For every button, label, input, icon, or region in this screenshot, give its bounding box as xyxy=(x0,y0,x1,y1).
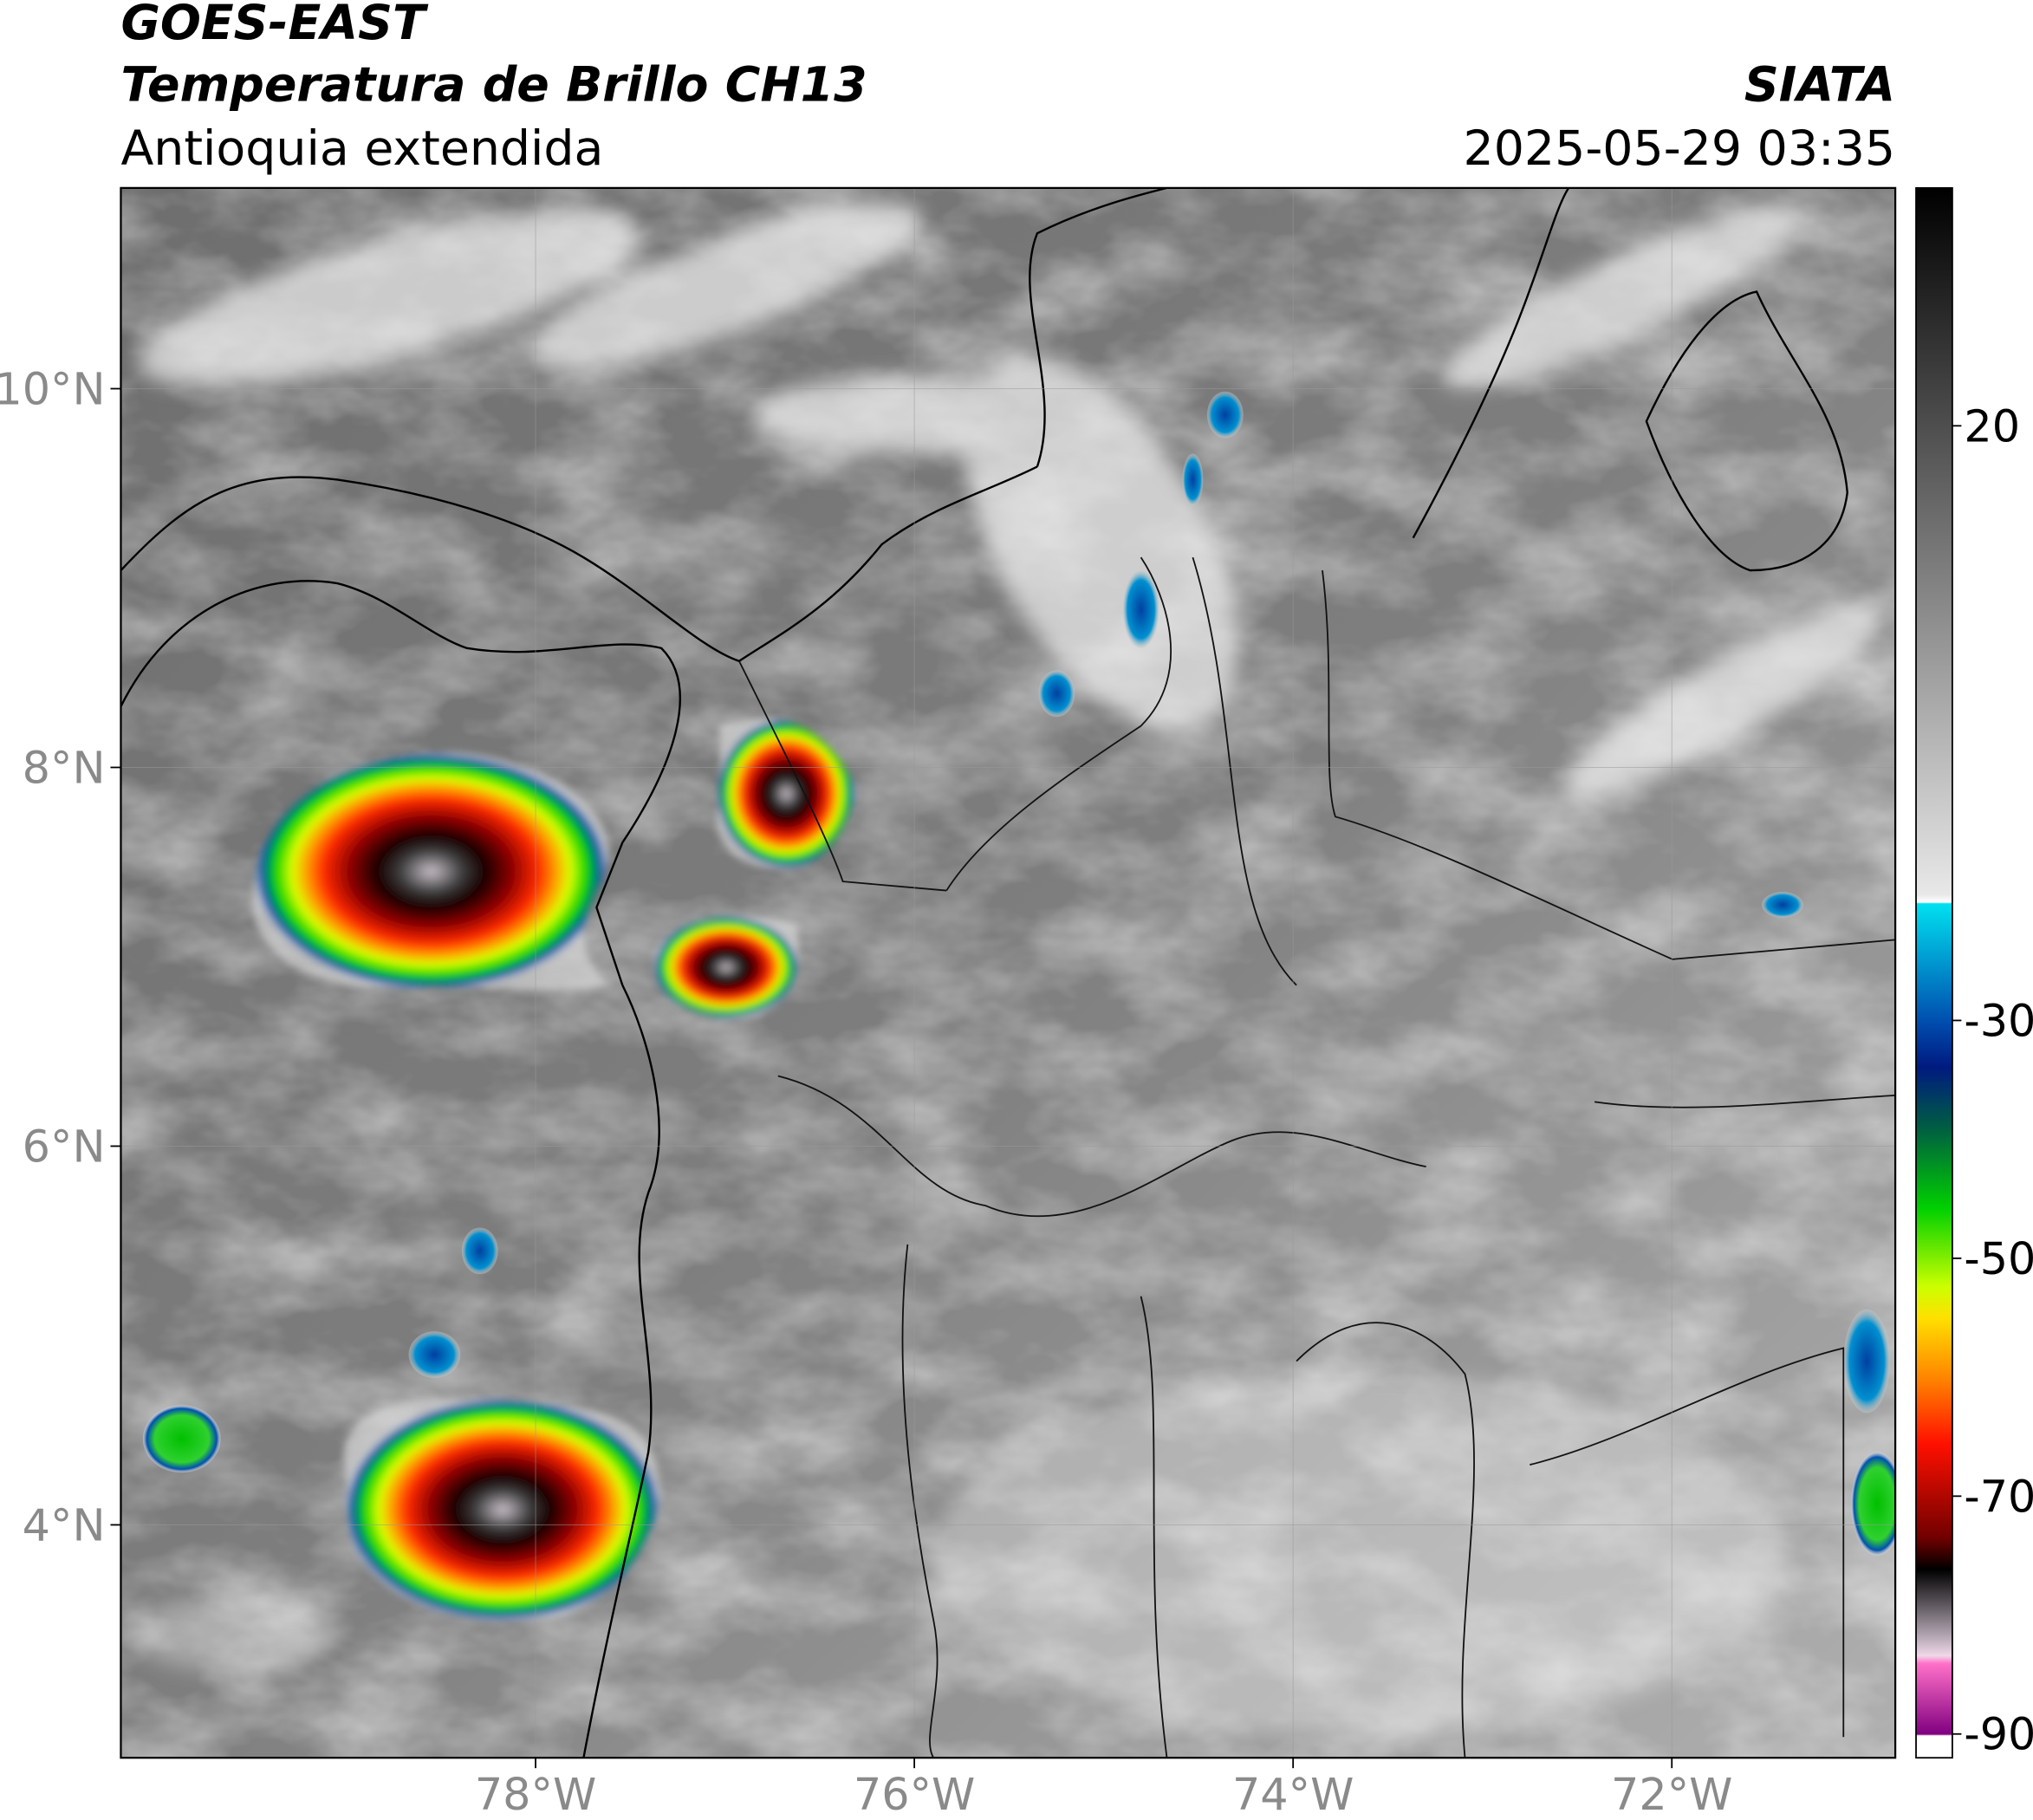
title: GOES-EAST xyxy=(120,0,429,51)
axes: 78°W 76°W 74°W 72°W 4°N 6°N 8°N 10°N 20 -30 -50 -70… xyxy=(0,363,2033,1820)
colorbar-tick-label: -70 xyxy=(1964,1471,2033,1522)
lat-tick-label: 4°N xyxy=(23,1499,106,1550)
datetime: 2025-05-29 03:35 xyxy=(1464,121,1896,177)
satellite-image xyxy=(120,187,1896,1758)
colorbar-tick-label: -50 xyxy=(1964,1233,2033,1284)
borders xyxy=(738,556,1896,1758)
colorbar-tick-label: -90 xyxy=(1964,1709,2033,1760)
lon-tick-label: 78°W xyxy=(475,1769,596,1820)
source: SIATA xyxy=(1744,58,1895,114)
lat-tick-label: 6°N xyxy=(23,1121,106,1172)
region: Antioquia extendida xyxy=(120,121,603,177)
lon-tick-label: 74°W xyxy=(1232,1769,1354,1820)
coastlines xyxy=(120,187,1848,1758)
colorbar-tick-label: -30 xyxy=(1964,995,2033,1046)
lon-tick-label: 76°W xyxy=(854,1769,975,1820)
lon-tick-label: 72°W xyxy=(1611,1769,1732,1820)
subtitle: Temperatura de Brillo CH13 xyxy=(120,58,867,114)
map-frame xyxy=(120,186,1897,1759)
graticule xyxy=(120,187,1896,1758)
colorbar xyxy=(1915,186,1953,1759)
convective-cells xyxy=(142,391,1896,1622)
colorbar-tick-label: 20 xyxy=(1964,400,2020,452)
lat-tick-label: 10°N xyxy=(0,363,106,414)
lat-tick-label: 8°N xyxy=(23,742,106,793)
